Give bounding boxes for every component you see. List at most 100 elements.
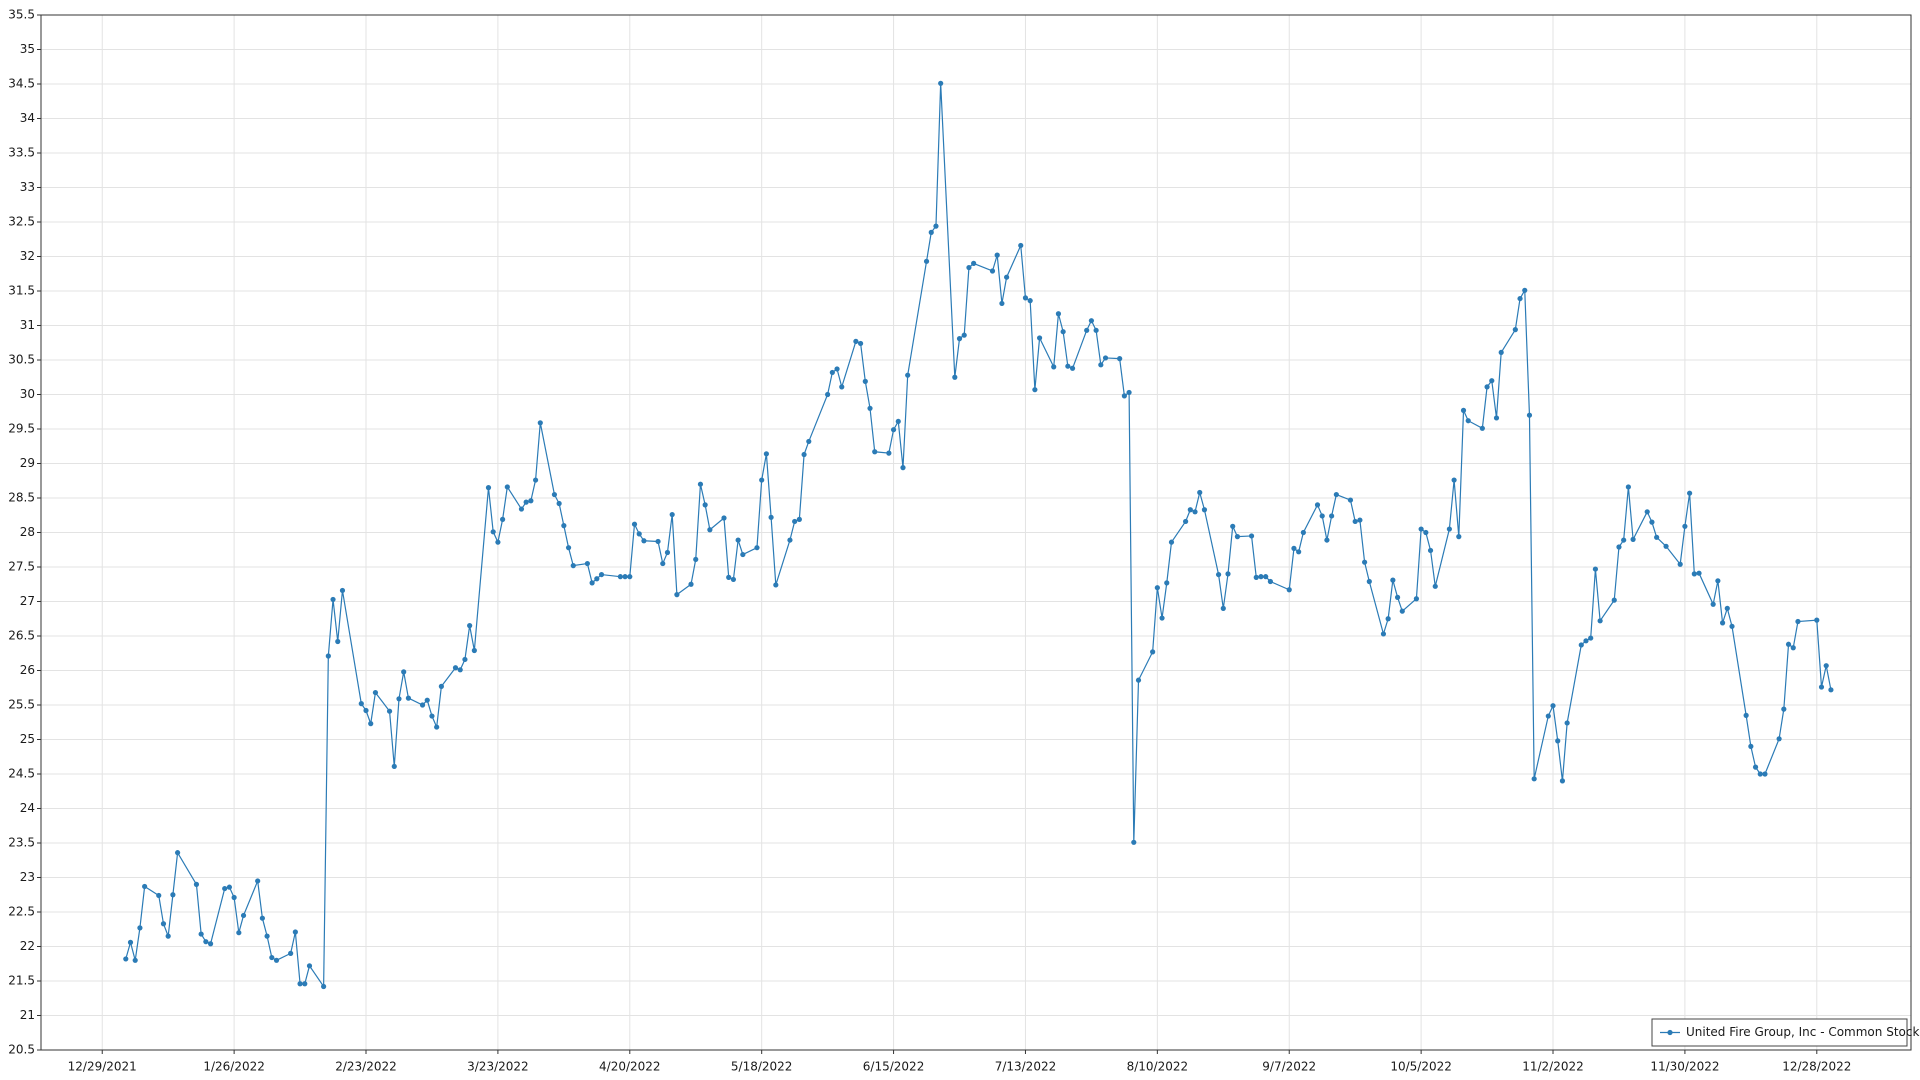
data-point	[900, 465, 906, 471]
data-point	[956, 336, 963, 342]
data-point	[594, 576, 600, 582]
data-point	[1776, 736, 1782, 742]
data-point	[1329, 513, 1335, 519]
data-point	[165, 933, 171, 939]
data-point	[1795, 618, 1801, 625]
x-tick-label: 4/20/2022	[599, 1060, 661, 1074]
data-point	[1517, 295, 1523, 302]
data-point	[1555, 738, 1561, 744]
data-point	[528, 498, 534, 504]
data-point	[1032, 387, 1038, 393]
data-point	[740, 551, 746, 558]
x-tick-label: 2/23/2022	[335, 1060, 397, 1074]
data-point	[1183, 518, 1189, 525]
data-point	[457, 667, 463, 673]
data-point	[1625, 484, 1631, 490]
y-tick-label: 32	[20, 249, 35, 263]
data-point	[693, 556, 699, 563]
y-tick-label: 25.5	[8, 698, 35, 712]
y-tick-label: 26.5	[8, 629, 35, 643]
data-point	[1611, 597, 1617, 603]
legend-marker	[1667, 1029, 1673, 1036]
y-tick-label: 31.5	[8, 284, 35, 298]
data-point	[429, 713, 435, 719]
y-tick-label: 23	[20, 870, 35, 884]
data-point	[707, 527, 713, 533]
data-point	[1432, 583, 1438, 589]
data-point	[358, 701, 364, 707]
y-tick-label: 33.5	[8, 146, 35, 160]
data-point	[754, 545, 760, 551]
data-point	[288, 950, 294, 957]
data-point	[1814, 617, 1820, 623]
data-point	[961, 332, 967, 338]
data-point	[839, 384, 845, 390]
data-point	[636, 531, 642, 537]
data-point	[240, 912, 247, 919]
data-point	[655, 538, 661, 545]
data-point	[1456, 534, 1462, 540]
data-point	[556, 500, 562, 507]
data-point	[160, 921, 167, 927]
y-tick-label: 34.5	[8, 77, 35, 91]
data-point	[368, 721, 374, 727]
data-point	[1220, 605, 1226, 612]
data-point	[1018, 242, 1024, 249]
data-point	[759, 477, 765, 483]
y-tick-label: 26	[20, 663, 35, 677]
data-point	[1644, 509, 1650, 515]
data-point	[730, 576, 737, 583]
data-point	[1324, 537, 1330, 543]
x-tick-label: 9/7/2022	[1262, 1060, 1316, 1074]
data-point	[1036, 335, 1043, 341]
data-point	[1785, 641, 1792, 647]
data-point	[321, 983, 327, 990]
data-point	[702, 502, 708, 508]
data-point	[438, 683, 444, 689]
data-point	[584, 560, 590, 567]
data-point	[330, 596, 336, 603]
data-point	[1729, 623, 1735, 629]
data-point	[631, 521, 638, 527]
data-point	[1385, 616, 1391, 622]
data-point	[697, 481, 704, 487]
data-point	[231, 894, 237, 901]
data-point	[1630, 536, 1636, 543]
data-point	[132, 957, 138, 963]
data-point	[1498, 349, 1504, 356]
data-point	[532, 477, 539, 483]
data-point	[339, 587, 346, 594]
data-point	[1197, 489, 1203, 496]
data-point	[1762, 771, 1768, 777]
data-point	[1489, 378, 1495, 384]
data-point	[1234, 534, 1241, 540]
data-point	[259, 915, 265, 921]
data-point	[1065, 363, 1071, 369]
data-point	[627, 574, 633, 580]
data-point	[928, 229, 934, 235]
data-point	[1578, 642, 1584, 648]
data-point	[1423, 529, 1429, 536]
data-point	[363, 707, 369, 714]
data-point	[862, 378, 868, 384]
data-point	[1752, 764, 1759, 770]
data-point	[551, 491, 558, 498]
data-point	[570, 563, 576, 569]
data-point	[1225, 571, 1231, 577]
data-point	[773, 582, 779, 588]
data-point	[193, 881, 200, 888]
data-point	[500, 516, 506, 522]
data-point	[660, 560, 666, 567]
data-point	[1418, 526, 1424, 532]
x-tick-label: 12/29/2021	[68, 1060, 137, 1074]
data-point	[1479, 425, 1485, 431]
data-point	[1248, 533, 1255, 539]
data-point	[1828, 687, 1834, 693]
y-tick-label: 28	[20, 525, 35, 539]
data-point	[1230, 523, 1236, 529]
data-point	[405, 695, 412, 701]
data-point	[1649, 519, 1655, 525]
x-tick-label: 1/26/2022	[203, 1060, 265, 1074]
